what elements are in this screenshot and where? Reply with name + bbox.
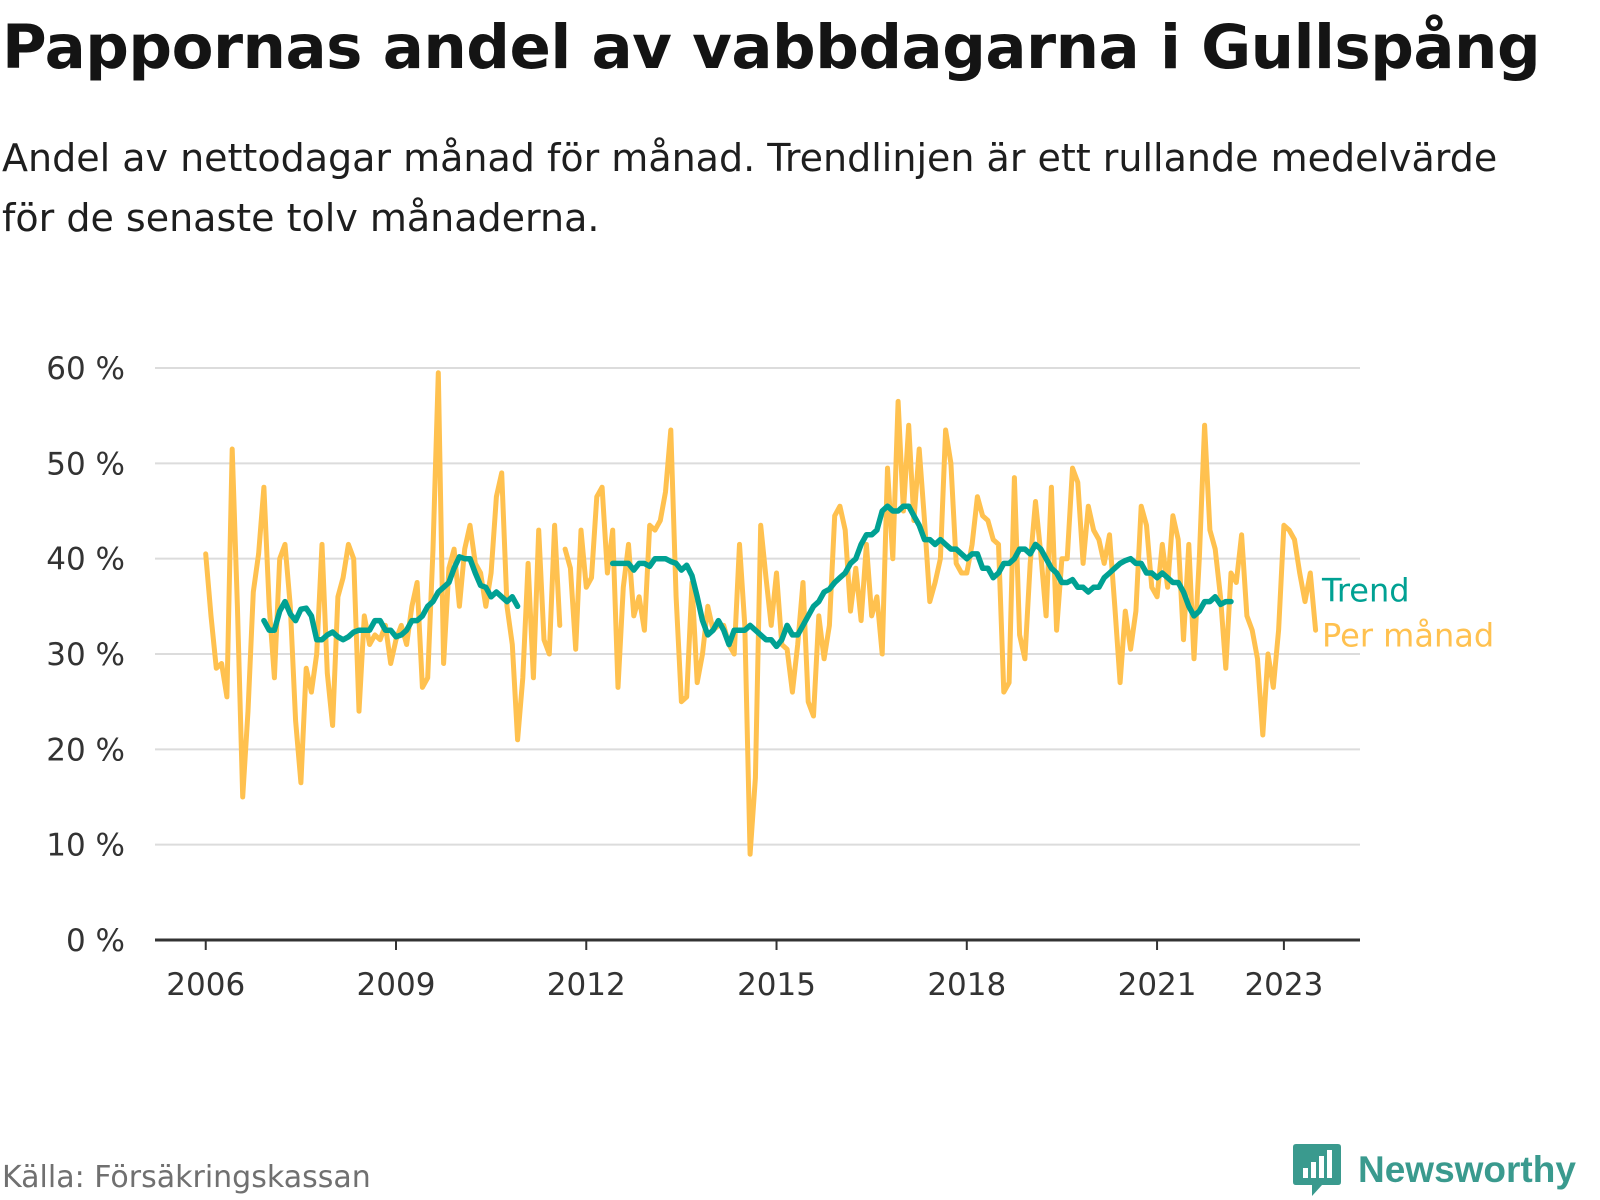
x-tick-label: 2015 xyxy=(737,967,816,1003)
x-tick-label: 2006 xyxy=(166,967,245,1003)
legend: Per månad Trend xyxy=(1321,571,1494,654)
x-tick-label: 2023 xyxy=(1244,967,1323,1003)
source-note: Källa: Försäkringskassan xyxy=(2,1160,371,1195)
brand-name: Newsworthy xyxy=(1358,1149,1576,1190)
chart-title: Pappornas andel av vabbdagarna i Gullspå… xyxy=(2,12,1541,83)
x-tick-label: 2012 xyxy=(547,967,626,1003)
y-tick-label: 40 % xyxy=(46,542,125,578)
y-tick-label: 30 % xyxy=(46,637,125,673)
newsworthy-logo-icon xyxy=(1293,1144,1341,1196)
series-lines xyxy=(203,370,1319,857)
line-chart: 0 % 10 % 20 % 30 % 40 % 50 % 60 % 2006 2009 2012 2… xyxy=(46,351,1494,1003)
y-tick-label: 20 % xyxy=(46,732,125,768)
x-tick-label: 2018 xyxy=(927,967,1006,1003)
chart-subtitle: Andel av nettodagar månad för månad. Tre… xyxy=(2,136,1498,240)
series-line-per-manad xyxy=(203,370,563,800)
legend-label-trend: Trend xyxy=(1321,571,1410,609)
series-line-trend xyxy=(609,503,1234,650)
x-tick-label: 2021 xyxy=(1118,967,1197,1003)
brand-logo[interactable]: Newsworthy xyxy=(1292,1140,1576,1200)
x-tick-label: 2009 xyxy=(357,967,436,1003)
series-line-trend xyxy=(261,554,521,643)
axes: 0 % 10 % 20 % 30 % 40 % 50 % 60 % 2006 2009 2012 2… xyxy=(46,351,1360,1003)
y-tick-label: 0 % xyxy=(66,923,125,959)
legend-label-per-manad: Per månad xyxy=(1322,616,1494,654)
y-tick-label: 60 % xyxy=(46,351,125,387)
series-line-per-manad xyxy=(562,398,1319,857)
y-tick-label: 50 % xyxy=(46,446,125,482)
y-tick-label: 10 % xyxy=(46,828,125,864)
